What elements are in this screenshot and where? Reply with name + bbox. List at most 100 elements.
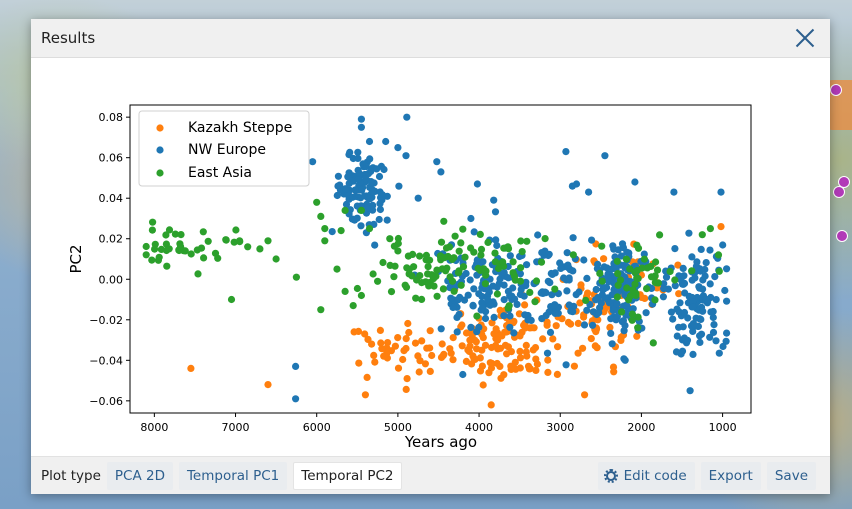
point-east-asia	[149, 218, 157, 226]
point-nw-europe	[712, 337, 720, 345]
point-east-asia	[647, 262, 655, 270]
point-east-asia	[424, 270, 432, 278]
point-nw-europe	[624, 277, 633, 285]
point-kazakh-steppe	[403, 375, 411, 383]
point-east-asia	[613, 257, 621, 265]
point-east-asia	[211, 249, 220, 257]
point-nw-europe	[671, 282, 679, 290]
point-nw-europe	[500, 312, 508, 320]
point-east-asia	[374, 277, 382, 285]
point-nw-europe	[618, 240, 627, 248]
point-east-asia	[349, 302, 357, 310]
map-marker[interactable]	[833, 186, 845, 198]
point-east-asia	[706, 225, 715, 233]
point-kazakh-steppe	[581, 391, 589, 399]
point-kazakh-steppe	[487, 401, 495, 409]
point-east-asia	[177, 231, 185, 239]
point-kazakh-steppe	[478, 362, 486, 370]
point-kazakh-steppe	[439, 352, 447, 360]
point-nw-europe	[484, 296, 492, 304]
point-nw-europe	[548, 270, 556, 278]
point-kazakh-steppe	[370, 351, 378, 359]
map-marker[interactable]	[830, 84, 842, 96]
point-kazakh-steppe	[554, 343, 562, 351]
point-east-asia	[264, 237, 272, 245]
map-marker[interactable]	[836, 230, 848, 242]
tab-temporal-pc2[interactable]: Temporal PC2	[293, 461, 402, 490]
tab-pca-2d[interactable]: PCA 2D	[106, 461, 173, 490]
point-nw-europe	[685, 229, 693, 237]
point-east-asia	[631, 268, 639, 276]
point-nw-europe	[631, 178, 639, 186]
point-nw-europe	[348, 193, 357, 201]
y-tick-label: 0.04	[99, 192, 124, 205]
point-nw-europe	[491, 208, 500, 216]
point-kazakh-steppe	[402, 385, 410, 393]
point-nw-europe	[706, 333, 714, 341]
point-east-asia	[491, 249, 499, 257]
point-nw-europe	[489, 282, 497, 290]
point-nw-europe	[642, 309, 650, 317]
point-nw-europe	[699, 285, 707, 293]
point-nw-europe	[723, 329, 731, 337]
point-east-asia	[470, 248, 478, 256]
point-nw-europe	[378, 191, 386, 199]
point-nw-europe	[719, 241, 727, 249]
point-nw-europe	[613, 300, 621, 308]
point-kazakh-steppe	[552, 322, 560, 330]
x-tick-label: 4000	[465, 421, 493, 434]
point-kazakh-steppe	[421, 360, 429, 368]
point-east-asia	[643, 285, 651, 293]
point-kazakh-steppe	[479, 381, 487, 389]
point-east-asia	[457, 239, 465, 247]
point-east-asia	[511, 276, 519, 284]
point-east-asia	[416, 252, 424, 260]
tab-temporal-pc1[interactable]: Temporal PC1	[178, 461, 288, 490]
point-nw-europe	[309, 158, 317, 166]
point-nw-europe	[375, 172, 384, 181]
point-east-asia	[455, 247, 463, 255]
point-east-asia	[236, 237, 244, 245]
export-button[interactable]: Export	[700, 461, 761, 490]
point-nw-europe	[523, 261, 531, 269]
point-east-asia	[412, 294, 420, 302]
edit-code-button[interactable]: Edit code	[597, 461, 695, 490]
close-icon[interactable]	[792, 25, 818, 51]
point-nw-europe	[595, 309, 603, 317]
point-nw-europe	[667, 308, 676, 316]
point-east-asia	[341, 287, 349, 295]
point-east-asia	[148, 226, 156, 234]
point-nw-europe	[366, 195, 374, 203]
point-nw-europe	[706, 246, 714, 254]
point-kazakh-steppe	[574, 349, 582, 357]
point-kazakh-steppe	[488, 319, 496, 327]
y-tick-label: −0.02	[89, 314, 123, 327]
point-kazakh-steppe	[675, 290, 683, 298]
y-tick-label: −0.06	[89, 395, 123, 408]
point-kazakh-steppe	[549, 335, 557, 343]
point-kazakh-steppe	[187, 364, 195, 372]
legend-label-kazakh-steppe: Kazakh Steppe	[188, 120, 292, 136]
point-nw-europe	[467, 214, 475, 223]
point-east-asia	[446, 273, 454, 281]
point-nw-europe	[562, 148, 570, 156]
point-nw-europe	[341, 185, 350, 193]
legend-marker-kazakh-steppe	[156, 124, 164, 132]
map-marker[interactable]	[838, 176, 850, 188]
point-nw-europe	[357, 222, 365, 230]
point-east-asia	[654, 279, 662, 287]
point-nw-europe	[506, 252, 514, 260]
point-east-asia	[523, 237, 531, 245]
point-east-asia	[632, 291, 640, 299]
point-nw-europe	[490, 196, 498, 204]
point-nw-europe	[689, 327, 697, 335]
point-kazakh-steppe	[416, 357, 424, 365]
point-kazakh-steppe	[402, 344, 410, 353]
point-east-asia	[401, 281, 409, 289]
point-nw-europe	[592, 285, 600, 294]
point-kazakh-steppe	[363, 373, 371, 381]
save-button[interactable]: Save	[766, 461, 816, 490]
point-kazakh-steppe	[458, 321, 466, 329]
point-nw-europe	[706, 280, 714, 288]
point-nw-europe	[479, 303, 487, 311]
